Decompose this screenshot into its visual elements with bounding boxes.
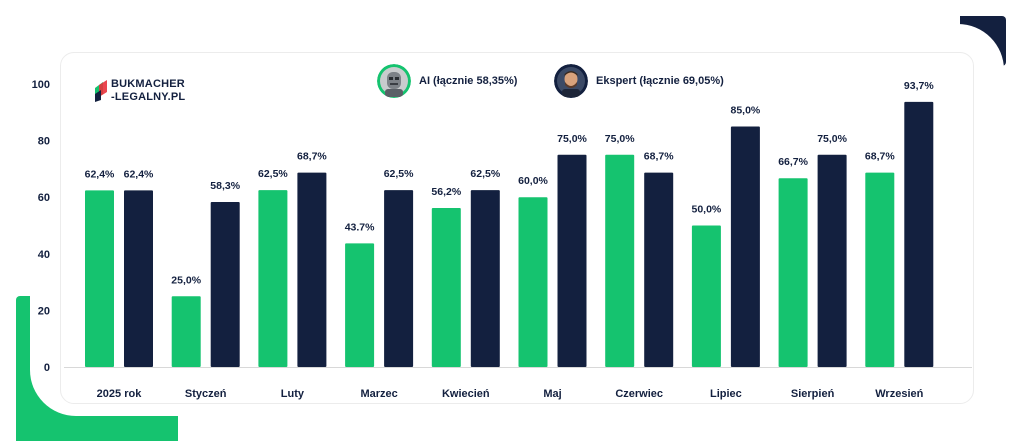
bar-expert: [817, 154, 847, 367]
y-tick-label: 80: [38, 136, 50, 148]
brand-logo-icon: [95, 80, 107, 102]
bar-ai: [345, 243, 375, 367]
y-tick-label: 40: [38, 249, 50, 261]
x-tick-label: 2025 rok: [97, 388, 143, 400]
y-tick-label: 100: [32, 79, 50, 91]
bar-expert: [297, 172, 327, 367]
data-label-expert: 62,5%: [470, 168, 500, 180]
data-label-ai: 68,7%: [865, 151, 895, 163]
legend-label-expert: Ekspert (łącznie 69,05%): [596, 75, 724, 87]
data-label-expert: 62,4%: [124, 168, 154, 180]
robot-avatar-icon: [377, 64, 411, 98]
x-tick-label: Lipiec: [710, 388, 742, 400]
bar-expert: [210, 202, 240, 367]
x-tick-label: Marzec: [360, 388, 397, 400]
x-tick-label: Styczeń: [185, 388, 227, 400]
y-tick-label: 60: [38, 192, 50, 204]
bar-expert: [644, 172, 674, 367]
data-label-expert: 75,0%: [817, 133, 847, 145]
bar-ai: [691, 225, 721, 367]
bar-ai: [85, 190, 114, 367]
bar-expert: [730, 126, 760, 367]
data-label-ai: 62,5%: [258, 168, 288, 180]
bar-expert: [557, 154, 587, 367]
x-tick-label: Wrzesień: [875, 388, 923, 400]
expert-avatar-icon: [554, 64, 588, 98]
data-label-expert: 68,7%: [644, 151, 674, 163]
legend-item-ai: AI (łącznie 58,35%): [377, 64, 517, 98]
data-label-ai: 60,0%: [518, 175, 548, 187]
bar-ai: [171, 296, 201, 367]
bar-ai: [778, 178, 808, 367]
legend-label-ai: AI (łącznie 58,35%): [419, 75, 518, 87]
x-tick-label: Sierpień: [791, 388, 835, 400]
data-label-ai: 43.7%: [345, 221, 375, 233]
data-label-ai: 75,0%: [605, 133, 635, 145]
y-tick-label: 0: [44, 362, 50, 374]
bar-ai: [865, 172, 895, 367]
data-label-ai: 56,2%: [431, 186, 461, 198]
data-label-ai: 62,4%: [85, 168, 115, 180]
bar-expert: [470, 190, 500, 367]
bar-ai: [605, 154, 635, 367]
data-label-expert: 75,0%: [557, 133, 587, 145]
data-label-ai: 25,0%: [171, 274, 201, 286]
data-label-expert: 93,7%: [904, 80, 934, 92]
data-label-expert: 62,5%: [384, 168, 414, 180]
data-label-expert: 85,0%: [731, 104, 761, 116]
brand-name-line1: BUKMACHER: [111, 78, 185, 90]
bar-expert: [384, 190, 414, 367]
bar-expert: [124, 190, 153, 367]
bar-ai: [431, 207, 461, 367]
bar-expert: [904, 101, 934, 367]
data-label-expert: 68,7%: [297, 151, 327, 163]
bar-ai: [518, 197, 548, 367]
data-label-ai: 66,7%: [778, 156, 808, 168]
x-tick-label: Kwiecień: [442, 388, 490, 400]
x-tick-label: Czerwiec: [615, 388, 663, 400]
data-label-expert: 58,3%: [210, 180, 240, 192]
x-tick-label: Luty: [281, 388, 305, 400]
brand-name-line2: -LEGALNY.PL: [111, 91, 186, 103]
y-tick-label: 20: [38, 305, 50, 317]
legend-item-expert: Ekspert (łącznie 69,05%): [554, 64, 724, 98]
x-tick-label: Maj: [543, 388, 561, 400]
bar-ai: [258, 190, 288, 367]
data-label-ai: 50,0%: [692, 204, 722, 216]
